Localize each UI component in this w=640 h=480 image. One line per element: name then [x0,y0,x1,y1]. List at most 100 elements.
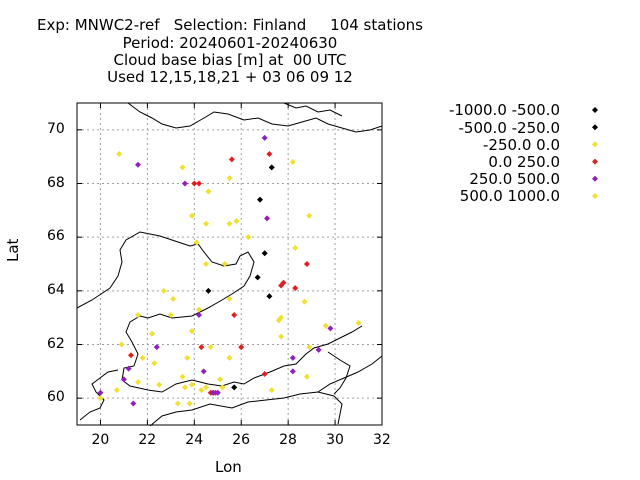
legend-marker [592,107,598,113]
station-marker [217,376,224,383]
station-marker [179,164,186,171]
station-marker [174,400,181,407]
station-marker [226,354,233,361]
station-marker [188,328,195,335]
station-marker [113,387,120,394]
station-marker [292,244,299,251]
station-marker [261,134,268,141]
coastline-finland-west [76,231,363,393]
station-marker [226,220,233,227]
station-marker [231,384,238,391]
station-marker [196,306,202,313]
coastline-archipelago [79,369,119,421]
legend-label: -1000.0 -500.0 [448,101,560,119]
coastline-lake-shore [327,351,351,395]
station-marker [289,368,296,375]
station-marker [130,400,137,407]
y-axis-label: Lat [4,238,22,262]
station-marker [170,295,177,302]
station-marker [97,395,104,402]
station-marker [203,220,210,227]
station-marker [153,344,160,351]
station-marker [301,298,308,305]
coastline-arctic [127,102,383,133]
station-marker [198,344,205,351]
station-marker [278,282,285,289]
station-marker [116,150,123,157]
station-marker [278,333,285,340]
station-marker [261,371,268,378]
legend-label: 0.0 250.0 [488,153,560,171]
station-marker [327,325,334,332]
y-tick-label: 68 [47,174,65,191]
station-marker [264,215,271,222]
x-tick-label: 26 [232,432,251,448]
station-marker [306,212,313,219]
station-marker [186,400,193,407]
station-marker [188,212,195,219]
station-marker [261,250,268,257]
station-marker [205,287,212,294]
station-marker [151,360,158,367]
legend-label: 500.0 1000.0 [459,187,560,205]
station-marker [322,322,329,329]
station-marker [292,285,299,292]
x-tick-label: 20 [91,432,110,448]
station-marker [238,344,245,351]
legend-marker [592,193,598,199]
station-marker [266,150,273,157]
legend-marker [592,124,598,131]
station-marker [179,373,186,380]
station-marker [254,274,261,281]
station-marker [118,341,125,348]
station-marker [127,352,134,359]
station-marker [193,239,200,246]
title-line-2: Period: 20240601-20240630 [122,34,338,52]
station-marker [160,287,167,294]
station-marker [221,261,228,267]
station-marker [306,344,313,351]
legend-label: -250.0 0.0 [483,136,560,154]
station-marker [205,188,212,195]
y-tick-label: 60 [47,389,65,406]
station-marker [289,354,296,361]
coastline-estonia [149,391,343,427]
station-marker [200,368,207,375]
y-tick-label: 62 [47,335,65,352]
y-tick-label: 66 [47,228,65,245]
station-marker [210,389,217,396]
axis-ticks [77,103,383,425]
legend-marker [592,158,598,165]
x-tick-label: 28 [279,432,297,448]
station-marker [303,373,310,380]
station-marker [203,261,210,267]
y-tick-label: 70 [47,120,65,137]
station-marker [203,384,210,391]
station-marker [266,293,273,300]
station-marker [139,354,146,361]
title-line-1: Exp: MNWC2-ref Selection: Finland 104 st… [37,16,423,34]
plot-frame [76,102,383,426]
station-marker [181,180,188,187]
station-marker [268,387,275,394]
x-tick-label: 32 [373,432,391,448]
y-tick-label: 64 [47,281,65,298]
station-marker [120,376,127,383]
station-marker [191,180,198,187]
station-marker [355,320,362,327]
station-marker [135,379,141,386]
legend-label: 250.0 500.0 [469,170,560,188]
station-marker [135,311,141,318]
station-marker [156,381,163,388]
title-line-3: Cloud base bias [m] at 00 UTC [113,51,347,69]
station-marker [198,387,205,394]
station-marker [196,180,202,187]
legend-marker [592,141,598,148]
station-marker [231,311,238,318]
x-axis-label: Lon [215,458,242,476]
station-marker [184,354,191,361]
station-marker [226,295,233,302]
station-marker [228,156,235,163]
station-marker [125,365,132,372]
coastline-russia [317,355,383,393]
